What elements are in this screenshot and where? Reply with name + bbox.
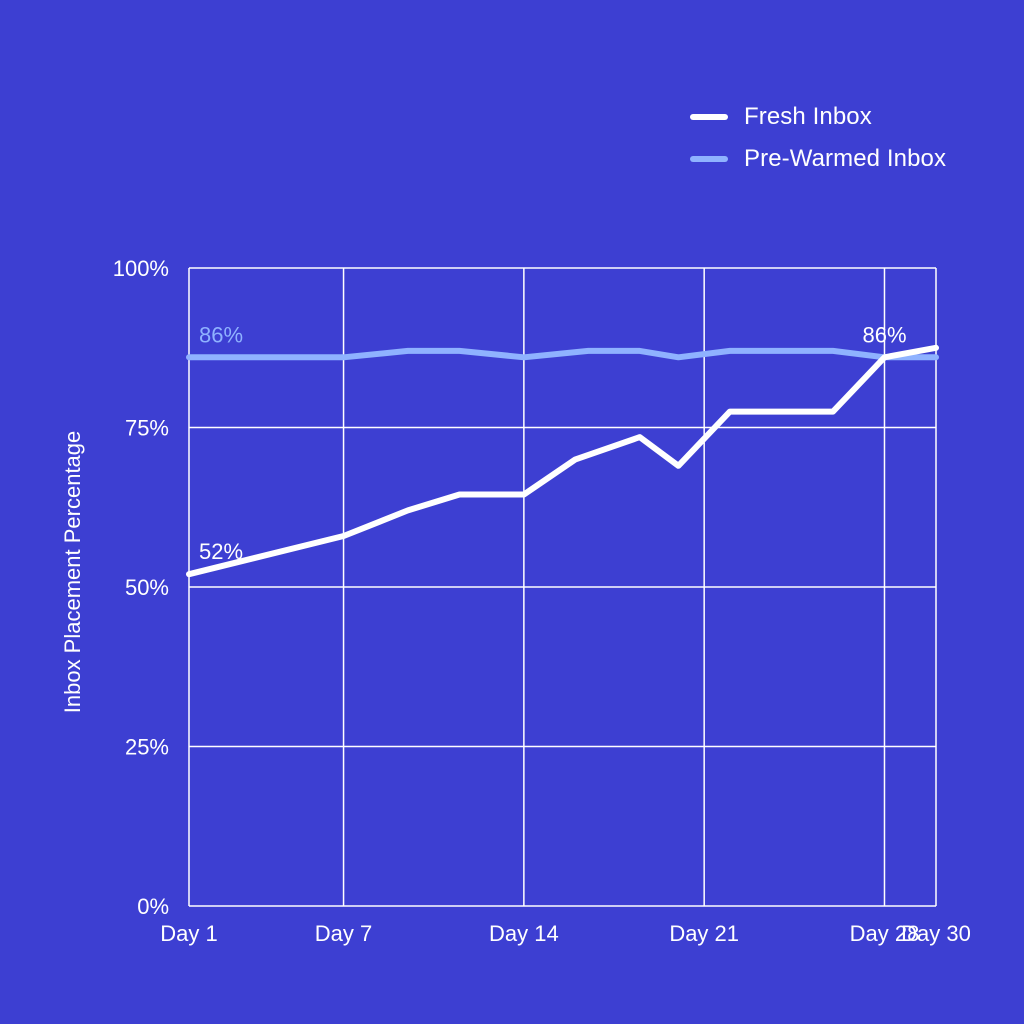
x-tick-label-day-1: Day 1	[160, 921, 217, 946]
grid	[188, 267, 937, 907]
y-axis-ticks: 0% 25% 50% 75% 100%	[113, 256, 169, 919]
series-lines	[186, 344, 939, 578]
x-tick-label-day-14: Day 14	[489, 921, 559, 946]
y-tick-label-75: 75%	[125, 416, 169, 441]
legend: Fresh Inbox Pre-Warmed Inbox	[690, 96, 946, 180]
series-line-pre-warmed-inbox[interactable]	[186, 347, 939, 361]
legend-item-fresh-inbox[interactable]: Fresh Inbox	[690, 96, 946, 138]
x-tick-label-day-30: Day 30	[901, 921, 971, 946]
legend-swatch-pre-warmed-inbox	[690, 156, 728, 162]
y-tick-label-50: 50%	[125, 575, 169, 600]
x-tick-label-day-21: Day 21	[669, 921, 739, 946]
legend-item-pre-warmed-inbox[interactable]: Pre-Warmed Inbox	[690, 138, 946, 180]
data-labels: 86% 52% 86%	[199, 322, 907, 564]
data-label-pre-warmed-inbox-0: 86%	[199, 322, 243, 347]
legend-swatch-fresh-inbox	[690, 114, 728, 120]
x-tick-label-day-28: Day 28	[850, 921, 920, 946]
y-axis-label: Inbox Placement Percentage	[60, 431, 85, 714]
data-label-fresh-inbox-2: 86%	[862, 322, 906, 347]
legend-label-pre-warmed-inbox: Pre-Warmed Inbox	[744, 145, 947, 172]
y-tick-label-25: 25%	[125, 735, 169, 760]
y-tick-label-100: 100%	[113, 256, 169, 281]
legend-label-fresh-inbox: Fresh Inbox	[744, 103, 872, 130]
y-tick-label-0: 0%	[137, 894, 169, 919]
data-label-fresh-inbox-1: 52%	[199, 539, 243, 564]
series-line-fresh-inbox[interactable]	[186, 344, 939, 578]
x-tick-label-day-7: Day 7	[315, 921, 372, 946]
